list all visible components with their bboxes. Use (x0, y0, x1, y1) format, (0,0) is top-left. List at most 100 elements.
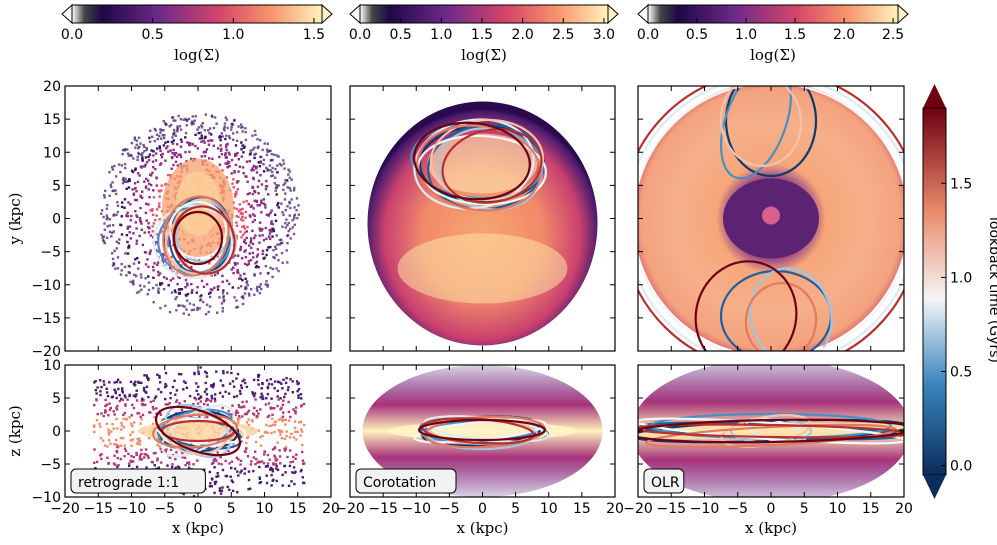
ytick-label: −15 (31, 311, 61, 327)
orbit-track (720, 86, 792, 180)
colorbar-tick-label: 0.0 (349, 27, 371, 43)
orbit-track (417, 418, 547, 442)
panel-label-text: OLR (651, 475, 680, 491)
orbit-track (638, 417, 904, 445)
xtick-label: 20 (606, 501, 624, 517)
ytick-label: 0 (52, 424, 61, 440)
colorbar-extend-top (923, 84, 946, 108)
colorbar-extend-left (349, 3, 361, 25)
xtick-label: −15 (368, 501, 398, 517)
ytick-label: 10 (43, 145, 61, 161)
colorbar-tick-label: 3.0 (593, 27, 615, 43)
xlabel-xz: x (kpc) (456, 519, 508, 537)
xtick-label: −10 (690, 501, 720, 517)
colorbar-tick-label: 1.5 (303, 27, 325, 43)
colorbar-tick-label: 0.0 (950, 459, 972, 475)
colorbar-tick-label: 2.0 (833, 27, 855, 43)
colorbar-label: log(Σ) (174, 46, 220, 64)
colorbar-tick-label: 2.0 (511, 27, 533, 43)
xtick-label: 10 (256, 501, 274, 517)
colorbar-tick-label: 0.5 (390, 27, 412, 43)
colorbar-tick-label: 1.0 (222, 27, 244, 43)
ytick-label: 15 (43, 112, 61, 128)
orbit-track (413, 118, 535, 210)
orbit-track (164, 404, 232, 458)
orbit-tracks (638, 412, 904, 449)
orbit-track (694, 260, 798, 351)
orbit-track (441, 128, 543, 204)
ylabel-xz: z (kpc) (6, 405, 24, 456)
xtick-label: 15 (289, 501, 307, 517)
xtick-label: −20 (623, 501, 653, 517)
colorbar-tick-label: 0.5 (686, 27, 708, 43)
colorbar-ramp (647, 4, 899, 24)
orbit-track (162, 195, 230, 277)
density-map-xz-corotation (362, 365, 603, 497)
xtick-label: 0 (767, 501, 776, 517)
colorbar-tick-label: 1.5 (471, 27, 493, 43)
orbit-track (719, 86, 803, 167)
orbit-tracks (638, 86, 904, 351)
xtick-label: 0 (194, 501, 203, 517)
xtick-label: 20 (895, 501, 913, 517)
density-map-xy-retrograde (100, 113, 300, 316)
orbit-track (638, 423, 904, 439)
orbit-tracks (410, 118, 548, 212)
orbit-track (154, 405, 242, 457)
density-map-xz-olr (638, 365, 904, 497)
axes-xz-0 (64, 364, 332, 498)
ytick-label: −5 (40, 245, 61, 261)
xtick-label: −20 (335, 501, 365, 517)
colorbar-tick-label: 2.5 (882, 27, 904, 43)
xtick-label: 5 (511, 501, 520, 517)
xtick-label: −5 (154, 501, 175, 517)
orbit-track (416, 124, 542, 212)
panel-label-0: retrograde 1:1 (70, 468, 206, 494)
colorbar-tick-label: 2.5 (552, 27, 574, 43)
xtick-label: −5 (727, 501, 748, 517)
ytick-label: −10 (31, 490, 61, 506)
panel-label-box (643, 468, 685, 494)
xtick-label: 10 (540, 501, 558, 517)
ytick-label: 5 (52, 391, 61, 407)
density-map-xy-corotation (367, 101, 598, 346)
panel-label-1: Corotation (355, 468, 457, 494)
colorbar-label: log(Σ) (461, 46, 507, 64)
xtick-label: −20 (50, 501, 80, 517)
time-colorbar: 0.0 0.5 1.0 1.5 lookback time (Gyrs) (922, 84, 997, 499)
colorbar-tick-label: 0.0 (637, 27, 659, 43)
colorbar-tick-label: 1.0 (430, 27, 452, 43)
orbit-track (645, 423, 897, 449)
time-colorbar-label: lookback time (Gyrs) (986, 217, 997, 363)
xtick-label: 20 (322, 501, 340, 517)
xtick-label: 0 (478, 501, 487, 517)
density-colorbar-2: 0.0 0.5 1.0 1.5 2.0 2.5 log(Σ) (637, 3, 909, 64)
xtick-label: 15 (573, 501, 591, 517)
colorbar-tick-label: 1.0 (950, 270, 972, 286)
orbit-tracks (413, 415, 550, 451)
xtick-label: 10 (829, 501, 847, 517)
density-colorbar-0: 0.0 0.5 1.0 1.5 log(Σ) (61, 3, 333, 64)
xtick-label: −15 (83, 501, 113, 517)
ytick-label: 0 (52, 212, 61, 228)
panel-label-2: OLR (643, 468, 685, 494)
orbit-track (745, 417, 807, 445)
orbit-track (749, 267, 833, 351)
colorbar-extend-right (321, 3, 333, 25)
ytick-label: 5 (52, 178, 61, 194)
orbit-track (638, 418, 904, 444)
colorbar-extend-left (61, 3, 73, 25)
colorbar-tick-label: 0.5 (950, 364, 972, 380)
xtick-label: 15 (862, 501, 880, 517)
colorbar-tick-label: 1.0 (735, 27, 757, 43)
axes-xy-2 (637, 85, 905, 352)
colorbar-extend-right (897, 3, 909, 25)
xlabel-xz: x (kpc) (745, 519, 797, 537)
xtick-label: 5 (227, 501, 236, 517)
panel-label-box (70, 468, 206, 494)
orbit-track (152, 413, 238, 449)
colorbar-extend-left (637, 3, 649, 25)
colorbar-tick-label: 0.5 (142, 27, 164, 43)
ytick-label: 20 (43, 79, 61, 95)
